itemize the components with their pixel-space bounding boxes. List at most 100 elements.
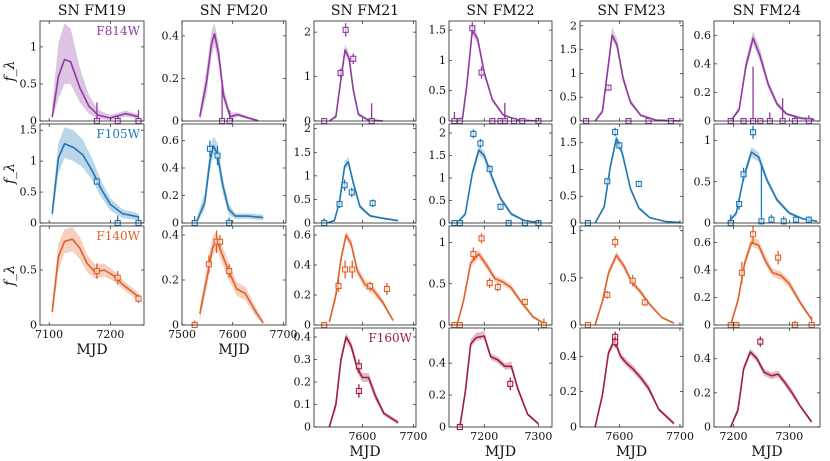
data-point [93, 268, 100, 275]
panel-frame [579, 123, 684, 224]
data-point [93, 178, 100, 185]
model-curve [729, 351, 813, 428]
y-tick-label: 0 [439, 319, 446, 332]
data-point [641, 299, 648, 306]
y-tick-label: 0.2 [694, 291, 712, 304]
y-tick-label: 1.5 [560, 43, 578, 56]
panel-sn-fm21-f105w: 0 0.5 1 1.5 2 [294, 122, 417, 230]
data-point [342, 26, 349, 33]
x-axis-label: MJD [349, 444, 380, 460]
data-point [349, 266, 356, 273]
panel-sn-fm19-f140w: 0 0.5 7100 7200 F140W f_λ MJD [2, 225, 145, 358]
y-tick-label: 0 [30, 115, 37, 128]
y-tick-label: 1.5 [429, 149, 447, 162]
y-tick-label: 0.5 [20, 186, 38, 199]
y-tick-label: 0.2 [560, 385, 578, 398]
y-tick-label: 0.4 [694, 352, 712, 365]
panel-frame [181, 225, 287, 326]
model-curve [727, 151, 818, 224]
y-tick-label: 1 [439, 236, 446, 249]
y-tick-label: 0.2 [294, 376, 312, 389]
y-tick-label: 2 [304, 122, 311, 135]
data-point [470, 130, 477, 137]
y-tick-label: 0.6 [694, 236, 712, 249]
model-curve [328, 49, 383, 122]
model-curve [594, 254, 675, 326]
y-tick-label: 0 [570, 319, 577, 332]
data-point [478, 69, 485, 76]
y-tick-label: 1.5 [20, 124, 38, 137]
panel-frame [313, 20, 417, 122]
band-label-f105w: F105W [96, 127, 140, 141]
y-tick-label: 2 [570, 19, 577, 32]
y-tick-label: 0.4 [294, 259, 312, 272]
model-uncertainty-band [730, 237, 812, 325]
y-tick-label: 0.5 [294, 193, 312, 206]
panel-frame [313, 123, 417, 224]
panel-sn-fm24-f105w: 00.51 [694, 123, 821, 230]
data-point [604, 178, 611, 185]
y-tick-label: 0 [704, 217, 711, 230]
y-tick-label: 1 [439, 54, 446, 67]
column-sn-fm23: SN FM2300.511.5200.511.500.5100.20.47600… [560, 3, 694, 460]
data-point [605, 84, 612, 91]
y-tick-label: 0.5 [429, 277, 447, 290]
column-title-sn-fm19: SN FM19 [58, 3, 126, 19]
x-axis-label: MJD [751, 444, 782, 460]
data-point [206, 145, 213, 152]
y-tick-label: 0 [304, 115, 311, 128]
y-tick-label: 0 [570, 115, 577, 128]
data-point [629, 277, 636, 284]
model-curve [594, 137, 681, 224]
panel-frame [713, 123, 821, 224]
y-tick-label: 0 [30, 319, 37, 332]
data-point [486, 279, 493, 286]
model-curve [730, 37, 815, 122]
y-tick-label: 0.4 [560, 350, 578, 363]
panel-sn-fm24-f140w: 0 0.2 0.4 0.6 [694, 225, 821, 332]
panel-sn-fm20-f140w: 0 0.2 0.4 7500 7600 7700 MJD [162, 225, 297, 358]
data-point [738, 269, 745, 276]
data-point [740, 171, 747, 178]
panel-frame [448, 225, 553, 326]
y-tick-label: 0 [172, 319, 179, 332]
panel-frame [313, 327, 417, 428]
data-point [348, 189, 355, 196]
model-uncertainty-band [326, 157, 399, 223]
y-tick-label: 0.4 [294, 331, 312, 344]
data-point [780, 218, 787, 225]
x-tick-label: 7500 [168, 328, 196, 341]
y-tick-label: 0.5 [694, 175, 712, 188]
data-point [750, 231, 757, 238]
y-tick-label: 0.4 [694, 57, 712, 70]
data-point [612, 128, 619, 136]
column-title-sn-fm21: SN FM21 [331, 3, 399, 19]
data-point [805, 216, 812, 223]
data-point [612, 238, 619, 246]
model-uncertainty-band [730, 31, 815, 121]
panel-frame [579, 327, 684, 428]
column-title-sn-fm22: SN FM22 [466, 3, 534, 19]
y-tick-label: 0 [439, 115, 446, 128]
data-point [494, 283, 501, 291]
y-tick-label: 1 [30, 40, 37, 53]
y-tick-label: 1 [570, 224, 577, 237]
y-tick-label: 0 [304, 217, 311, 230]
model-curve [196, 145, 264, 221]
panel-sn-fm23-f160w: 0 0.2 0.4 7600 7700 MJD [560, 327, 694, 460]
data-point [226, 267, 233, 275]
x-tick-label: 7200 [720, 430, 748, 443]
y-tick-label: 0.6 [162, 134, 180, 147]
x-tick-label: 7100 [35, 328, 63, 341]
model-uncertainty-band [730, 348, 812, 427]
panel-sn-fm22-f160w: 0 0.2 0.4 7200 7300 MJD [429, 327, 552, 460]
y-tick-label: 1 [304, 169, 311, 182]
x-tick-label: 7700 [399, 430, 427, 443]
model-uncertainty-band [595, 251, 674, 325]
data-point [336, 201, 343, 208]
y-tick-label: 1 [304, 70, 311, 83]
y-tick-label: 0 [304, 319, 311, 332]
data-point [205, 261, 212, 268]
y-tick-label: 0.2 [162, 72, 180, 85]
